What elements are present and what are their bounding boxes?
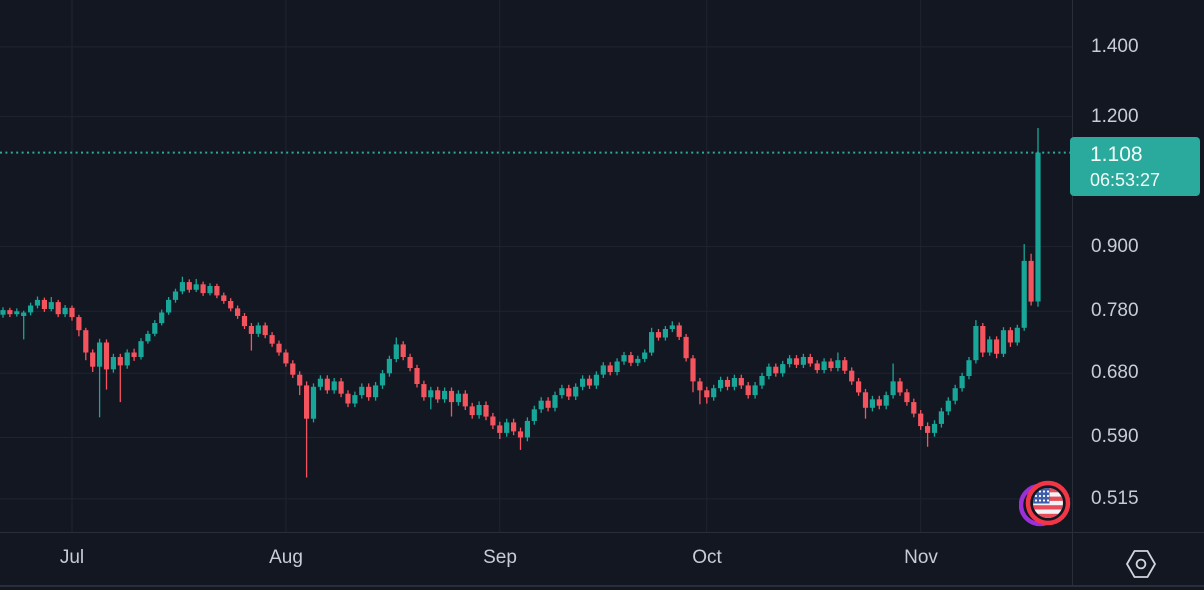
time-axis-label-sep: Sep (483, 547, 517, 568)
last-price-value: 1.108 (1090, 143, 1143, 166)
price-axis-label: 1.400 (1091, 36, 1139, 57)
price-axis-label: 0.680 (1091, 362, 1139, 383)
time-axis-label-aug: Aug (269, 547, 303, 568)
price-axis-label: 1.200 (1091, 106, 1139, 127)
time-axis-label-oct: Oct (692, 547, 722, 568)
bar-countdown: 06:53:27 (1090, 170, 1161, 190)
time-axis-label-nov: Nov (904, 547, 938, 568)
hexagon-settings-icon[interactable] (1124, 547, 1158, 581)
axis-corner-cell (1072, 532, 1204, 587)
price-axis-label: 0.900 (1091, 236, 1139, 257)
time-axis[interactable]: Jul Aug Sep Oct Nov (0, 532, 1072, 587)
time-axis-label-jul: Jul (59, 547, 85, 568)
price-axis-label: 0.590 (1091, 426, 1139, 447)
price-axis[interactable]: 1.400 1.200 0.900 0.780 0.680 0.590 0.515 (1072, 0, 1204, 532)
price-axis-label: 0.780 (1091, 300, 1139, 321)
last-price-label: 1.108 06:53:27 (1070, 137, 1200, 196)
us-flag-face (1033, 488, 1063, 518)
us-flag-sticker-icon[interactable] (1019, 475, 1075, 531)
price-axis-label: 0.515 (1091, 488, 1139, 509)
